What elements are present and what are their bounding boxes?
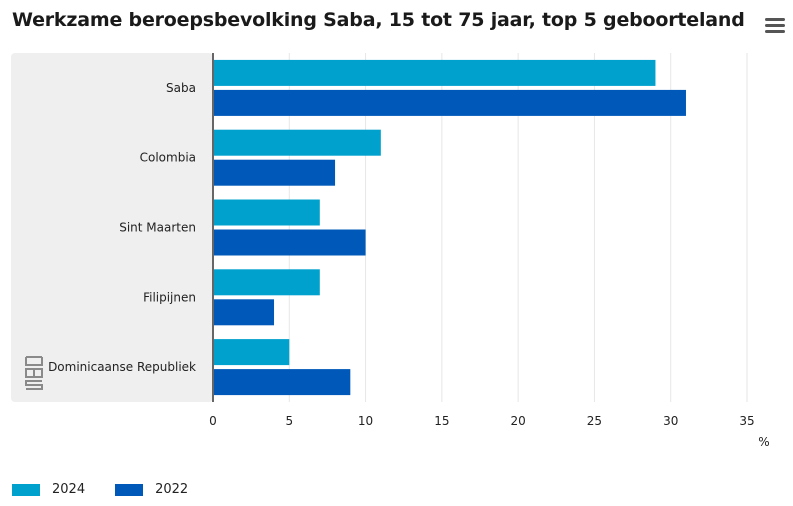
x-tick-label: 15 — [434, 414, 449, 428]
bar-2022-saba[interactable] — [214, 89, 686, 116]
x-tick-label: 35 — [739, 414, 754, 428]
cbs-logo-icon — [25, 356, 43, 390]
bar-2024-filipijnen[interactable] — [214, 269, 320, 296]
legend-swatch — [12, 483, 40, 496]
bar-2024-colombia[interactable] — [214, 129, 381, 156]
category-label: Sint Maarten — [119, 221, 196, 235]
x-tick-label: 5 — [285, 414, 293, 428]
legend-label: 2024 — [52, 482, 86, 497]
bar-2022-colombia[interactable] — [214, 159, 336, 186]
category-label: Colombia — [140, 151, 196, 165]
bar-2022-sint-maarten[interactable] — [214, 229, 366, 256]
x-tick-label: 10 — [358, 414, 373, 428]
bar-2024-saba[interactable] — [214, 59, 656, 86]
chart-legend: 2024 2022 — [12, 482, 218, 497]
x-axis-label: % — [758, 435, 769, 449]
bar-2022-filipijnen[interactable] — [214, 299, 275, 326]
category-label: Dominicaanse Republiek — [48, 360, 196, 374]
legend-item-2022[interactable]: 2022 — [115, 482, 188, 497]
category-label: Filipijnen — [143, 290, 196, 304]
legend-item-2024[interactable]: 2024 — [12, 482, 85, 497]
bar-2024-dominicaanse-republiek[interactable] — [214, 339, 290, 366]
legend-swatch — [115, 483, 144, 496]
category-panel — [11, 53, 213, 402]
x-tick-label: 0 — [209, 414, 217, 428]
x-tick-label: 25 — [587, 414, 602, 428]
category-label: Saba — [166, 81, 196, 95]
x-tick-label: 30 — [663, 414, 678, 428]
legend-label: 2022 — [155, 482, 189, 497]
chart-title: Werkzame beroepsbevolking Saba, 15 tot 7… — [12, 9, 745, 31]
hamburger-menu-icon[interactable] — [764, 16, 786, 36]
bar-2022-dominicaanse-republiek[interactable] — [214, 369, 351, 396]
bar-2024-sint-maarten[interactable] — [214, 199, 320, 226]
x-tick-label: 20 — [511, 414, 526, 428]
